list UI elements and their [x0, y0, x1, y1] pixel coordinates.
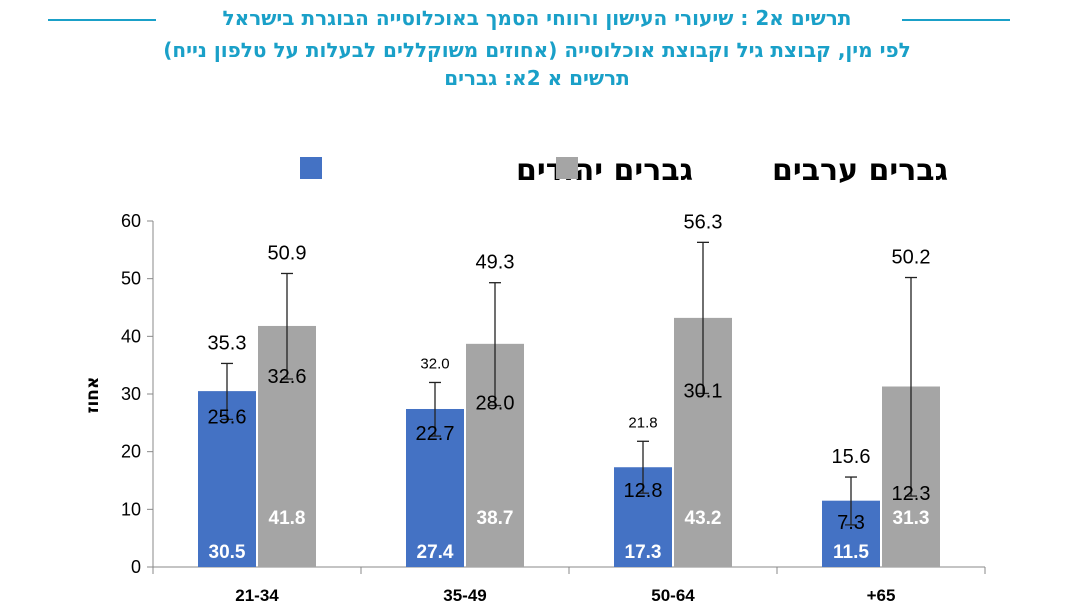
ci-lower-label: 22.7 — [416, 423, 455, 445]
ci-lower-label: 25.6 — [208, 406, 247, 428]
data-labels: 35.3 25.6 30.5 32.0 22.7 27.4 21.8 12.8 17.3 15.6… — [208, 211, 931, 563]
ci-upper-label: 15.6 — [832, 446, 871, 468]
value-label: 11.5 — [833, 542, 869, 563]
x-tick-label: 21-34 — [235, 586, 279, 603]
legend-label-arab-men: גברים ערבים — [772, 153, 948, 188]
chart-title: תרשים א2 : שיעורי העישון ורווחי הסמך באו… — [222, 6, 852, 30]
legend-swatch-arab-men — [556, 157, 578, 179]
value-label: 30.5 — [209, 542, 246, 563]
ci-upper-label: 56.3 — [684, 211, 723, 233]
legend-label-jewish-men: גברים יהודים — [516, 153, 693, 188]
y-tick-label: 40 — [121, 326, 141, 346]
value-label: 38.7 — [477, 508, 514, 529]
value-label: 31.3 — [893, 508, 930, 529]
ci-lower-label: 32.6 — [268, 366, 307, 388]
bar-jewish-men — [198, 391, 256, 567]
ci-lower-label: 12.8 — [624, 480, 663, 502]
value-label: 41.8 — [269, 508, 306, 529]
ci-lower-label: 28.0 — [476, 393, 515, 415]
chart-panel-title: תרשים א 2א: גברים — [444, 66, 630, 90]
bars — [198, 241, 940, 567]
y-tick-label: 30 — [121, 384, 141, 404]
ci-lower-label: 7.3 — [837, 512, 865, 534]
ci-upper-label: 49.3 — [476, 252, 515, 274]
ci-lower-label: 12.3 — [892, 483, 931, 505]
ci-lower-label: 30.1 — [684, 380, 723, 402]
ci-upper-label: 50.2 — [892, 247, 931, 269]
y-tick-label: 10 — [121, 499, 141, 519]
title-rule-left — [48, 19, 156, 21]
value-label: 27.4 — [417, 542, 454, 563]
ci-upper-label: 50.9 — [268, 242, 307, 264]
ci-upper-label: 35.3 — [208, 332, 247, 354]
y-tick-label: 50 — [121, 269, 141, 289]
ci-upper-label: 32.0 — [420, 355, 449, 372]
y-axis-label: אחוז — [83, 377, 103, 414]
chart-header: תרשים א2 : שיעורי העישון ורווחי הסמך באו… — [0, 0, 1074, 100]
value-label: 17.3 — [625, 542, 662, 563]
x-tick-label: +65 — [867, 586, 896, 603]
x-tick-label: 35-49 — [443, 586, 486, 603]
y-tick-label: 0 — [131, 557, 141, 577]
chart-subtitle: לפי מין, קבוצת גיל וקבוצת אוכלוסייה (אחו… — [163, 38, 911, 62]
title-rule-right — [902, 19, 1010, 21]
legend: גברים יהודים גברים ערבים — [300, 153, 948, 188]
value-label: 43.2 — [685, 508, 722, 529]
ci-upper-label: 21.8 — [628, 414, 657, 431]
legend-swatch-jewish-men — [300, 157, 322, 179]
y-tick-label: 20 — [121, 442, 141, 462]
y-tick-label: 60 — [121, 211, 141, 231]
x-tick-label: 50-64 — [651, 586, 695, 603]
